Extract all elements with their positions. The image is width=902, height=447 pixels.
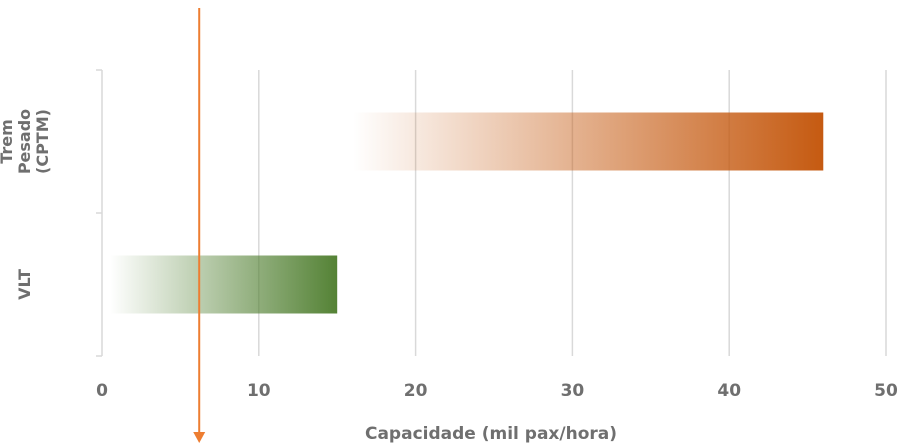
category-label-line: (CPTM): [33, 109, 52, 174]
y-axis: [96, 69, 103, 357]
arrow-down-icon: [193, 432, 206, 443]
x-tick-label: 0: [96, 381, 108, 401]
category-label-line: Trem: [0, 119, 16, 164]
x-tick-label: 10: [247, 381, 271, 401]
category-label-line: Pesado: [15, 109, 34, 174]
category-label: TremPesado(CPTM): [0, 109, 52, 174]
x-tick-label: 20: [404, 381, 428, 401]
x-tick-label: 50: [874, 381, 898, 401]
bar: [352, 112, 824, 171]
category-label: VLT: [15, 269, 34, 300]
reference-line: [193, 8, 206, 443]
x-tick-label: 30: [561, 381, 585, 401]
x-tick-labels: 0 10 20 30 40 50: [96, 381, 898, 401]
category-labels: TremPesado(CPTM) VLT: [0, 109, 52, 300]
x-tick-label: 40: [717, 381, 741, 401]
x-axis-title: Capacidade (mil pax/hora): [365, 424, 617, 444]
bar: [109, 255, 338, 314]
category-label-line: VLT: [15, 269, 34, 300]
bars: [109, 112, 824, 314]
